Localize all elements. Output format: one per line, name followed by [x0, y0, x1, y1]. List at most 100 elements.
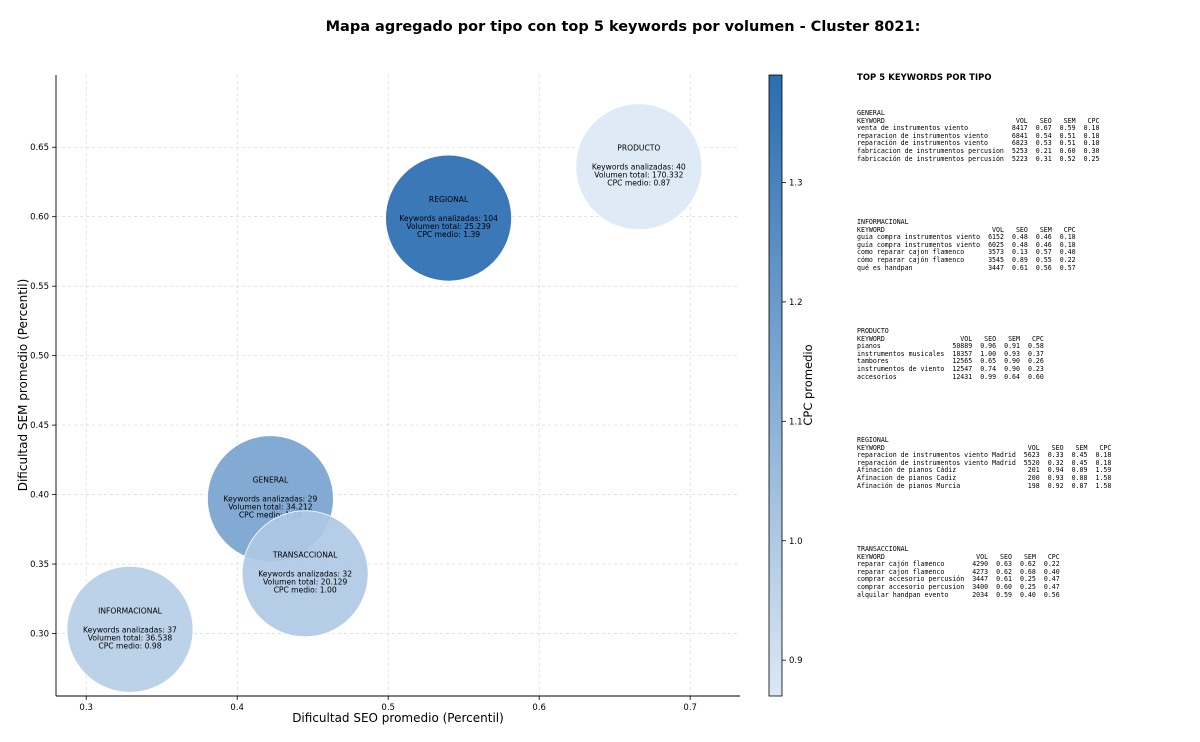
x-tick-label: 0.7 [683, 703, 697, 713]
table-cell: accesorios [857, 372, 897, 381]
y-tick-label: 0.30 [30, 629, 49, 639]
x-axis-label: Dificultad SEO promedio (Percentil) [292, 711, 504, 725]
x-tick-label: 0.4 [230, 703, 244, 713]
bubble-circle [385, 154, 512, 282]
table-cell: 0.56 [1035, 263, 1052, 272]
table-cell: cómo reparar cajón flamenco [857, 255, 965, 264]
table-cell: 0.93 [1004, 349, 1020, 358]
column-header: SEO [984, 334, 997, 343]
table-cell: 0.18 [1083, 124, 1100, 133]
bubble-keywords: Keywords analizadas: 104 [399, 214, 498, 223]
table-cell: 0.25 [1019, 582, 1036, 591]
bubble-volume: Volumen total: 20.129 [263, 578, 348, 587]
x-tick-label: 0.5 [381, 703, 395, 713]
table-cell: comprar accesorio percusion [857, 582, 965, 591]
column-header: VOL [1027, 443, 1040, 452]
colorbar-tick-label: 1.0 [789, 537, 803, 547]
table-cell: 0.87 [1071, 481, 1088, 490]
table-cell: 0.61 [996, 575, 1012, 584]
table-cell: 3545 [988, 255, 1004, 264]
table-row: fabricación de instrumentos percusión 522… [857, 154, 1100, 164]
table-cell: 0.18 [1095, 458, 1112, 467]
keyword-block-informacional: INFORMACIONAL KEYWORD VOL SEO SEM CPC guia com… [857, 218, 1192, 328]
table-row: reparación de instrumentos viento Madrid… [857, 458, 1112, 468]
table-row: alquilar handpan evento 2034 0.59 0.40 0.56 [857, 590, 1060, 600]
table-cell: 3447 [988, 263, 1004, 272]
table-cell: Afinación de pianos Murcia [857, 481, 961, 490]
chart-title: Mapa agregado por tipo con top 5 keyword… [326, 19, 921, 35]
keyword-block-general: GENERAL KEYWORD VOL SEO SEM CPC venta de instr… [857, 109, 1192, 219]
column-header: KEYWORD [857, 443, 885, 452]
table-cell: instrumentos musicales [857, 349, 945, 358]
y-tick-label: 0.35 [30, 560, 49, 570]
table-cell: 0.51 [1059, 131, 1076, 140]
table-cell: 0.60 [1059, 146, 1076, 155]
table-cell: 0.48 [1011, 233, 1028, 242]
table-cell: fabricación de instrumentos percusión [857, 154, 1004, 163]
table-cell: 0.47 [1043, 582, 1060, 591]
table-cell: 200 [1027, 473, 1040, 482]
column-header: SEM [1008, 334, 1020, 343]
table-cell: 0.52 [1059, 154, 1076, 163]
table-cell: qué es handpan [857, 263, 913, 272]
column-header: KEYWORD [857, 225, 885, 234]
keyword-block-transaccional: TRANSACCIONAL KEYWORD VOL SEO SEM CPC reparar … [857, 545, 1192, 655]
table-row: reparacion de instrumentos viento Madrid… [857, 452, 1111, 460]
table-cell: 0.18 [1083, 139, 1100, 148]
table-cell: 0.57 [1059, 263, 1076, 272]
table-cell: 201 [1027, 466, 1040, 475]
table-cell: 5253 [1011, 146, 1028, 155]
column-header: CPC [1087, 116, 1100, 125]
table-cell: como reparar cajon flamenco [857, 248, 965, 257]
table-cell: 0.13 [1011, 248, 1028, 257]
table-cell: 0.93 [1047, 473, 1064, 482]
keyword-table: KEYWORD VOL SEO SEM CPC reparacion de instrum… [857, 443, 1112, 491]
table-cell: 0.92 [1047, 481, 1064, 490]
table-cell: 0.89 [1071, 466, 1088, 475]
table-cell: guía compra instrumentos viento [857, 240, 981, 249]
y-tick-label: 0.55 [30, 282, 49, 292]
table-cell: 1.00 [980, 349, 997, 358]
colorbar-label: CPC promedio [801, 344, 815, 425]
table-cell: 50889 [952, 342, 973, 351]
table-cell: instrumentos de viento [857, 364, 945, 373]
category-name: REGIONAL [857, 436, 889, 444]
table-cell: 0.45 [1071, 458, 1088, 467]
column-header: KEYWORD [857, 334, 885, 343]
table-cell: 8417 [1011, 124, 1028, 133]
table-cell: 6823 [1011, 139, 1028, 148]
bubble-volume: Volumen total: 36.538 [88, 633, 173, 642]
table-cell: 0.25 [1083, 154, 1100, 163]
table-cell: 0.22 [1059, 255, 1076, 264]
table-row: venta de instrumentos viento 8417 0.67 0.59… [857, 125, 1099, 133]
column-header: KEYWORD [857, 552, 885, 561]
table-cell: 3447 [972, 575, 989, 584]
table-cell: 0.63 [996, 560, 1012, 569]
table-cell: 0.30 [1083, 146, 1100, 155]
table-cell: 4273 [972, 567, 989, 576]
bubble-label: REGIONAL [429, 195, 469, 204]
table-cell: 0.74 [980, 364, 997, 373]
bubble-keywords: Keywords analizadas: 32 [258, 570, 352, 579]
table-cell: alquilar handpan evento [857, 590, 949, 599]
table-cell: 2034 [972, 590, 989, 599]
column-header: CPC [1031, 334, 1044, 343]
table-cell: 0.60 [1027, 372, 1044, 381]
table-row: instrumentos musicales 18357 1.00 0.93 0.37 [857, 349, 1044, 359]
column-header: SEO [1039, 116, 1052, 125]
table-cell: 0.56 [1043, 590, 1060, 599]
table-cell: 0.48 [1011, 240, 1028, 249]
table-cell: 0.54 [1035, 131, 1052, 140]
table-cell: 0.45 [1071, 451, 1088, 460]
table-cell: 3573 [988, 248, 1004, 257]
table-cell: Afinacion de pianos Cadiz [857, 473, 957, 482]
table-cell: 0.96 [980, 342, 997, 351]
table-cell: tambores [857, 357, 889, 366]
table-cell: 6841 [1011, 131, 1028, 140]
keyword-table: KEYWORD VOL SEO SEM CPC venta de instrumentos… [857, 116, 1100, 164]
table-cell: pianos [857, 342, 881, 351]
y-tick-label: 0.45 [30, 421, 49, 431]
colorbar [768, 74, 783, 697]
